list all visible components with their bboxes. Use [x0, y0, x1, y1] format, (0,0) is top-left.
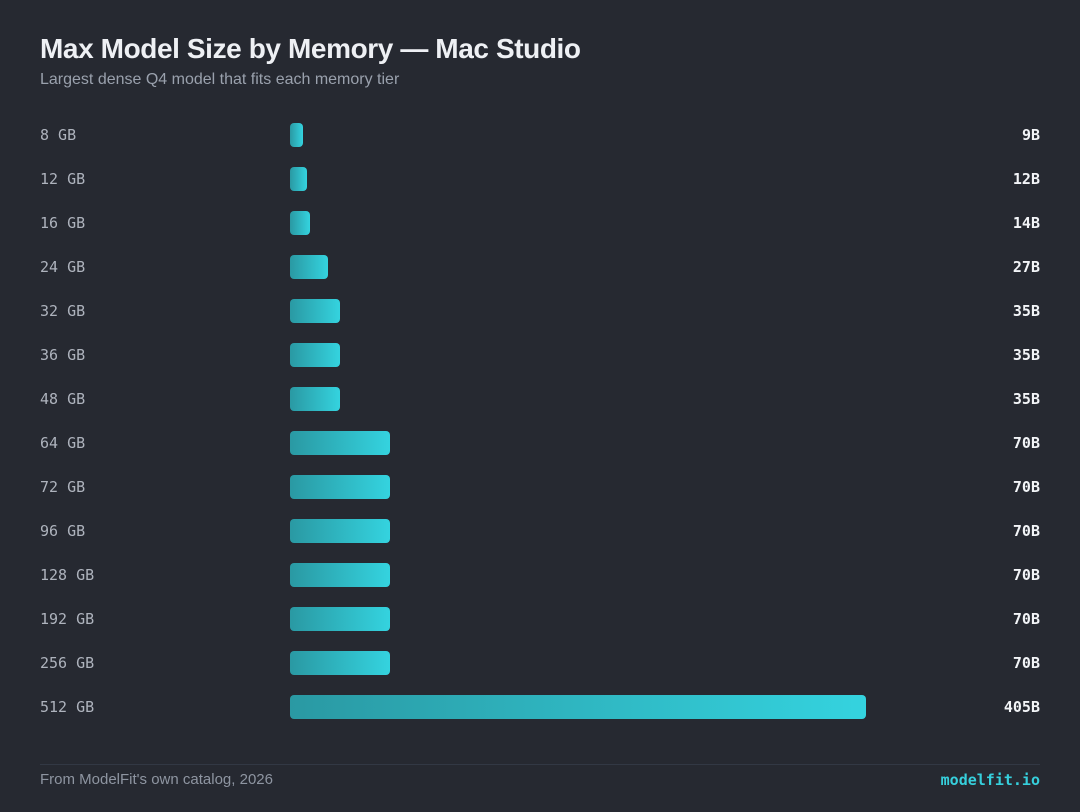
bar-track [290, 695, 866, 719]
bar [290, 211, 310, 235]
bar-track [290, 343, 866, 367]
brand-link[interactable]: modelfit.io [940, 771, 1040, 789]
chart-subtitle: Largest dense Q4 model that fits each me… [40, 71, 400, 88]
bar [290, 387, 340, 411]
bar-row: 16 GB 14B [40, 201, 1040, 245]
memory-tier-label: 24 GB [40, 258, 86, 276]
bar [290, 255, 329, 279]
bar-track [290, 387, 866, 411]
bar-row: 64 GB 70B [40, 421, 1040, 465]
bar-track [290, 431, 866, 455]
bar-row: 512 GB 405B [40, 685, 1040, 729]
value-label: 70B [1012, 478, 1040, 496]
bar-row: 8 GB 9B [40, 113, 1040, 157]
bar [290, 607, 390, 631]
bar-row: 128 GB 70B [40, 553, 1040, 597]
memory-tier-label: 128 GB [40, 566, 95, 584]
value-label: 35B [1012, 302, 1040, 320]
bar-chart: 8 GB 9B 12 GB 12B 16 GB 14B 24 GB 27B 32 GB 35B 36… [40, 113, 1040, 729]
memory-tier-label: 32 GB [40, 302, 86, 320]
bar-row: 72 GB 70B [40, 465, 1040, 509]
bar-track [290, 255, 866, 279]
value-label: 12B [1012, 170, 1040, 188]
value-label: 27B [1012, 258, 1040, 276]
value-label: 70B [1012, 522, 1040, 540]
value-label: 70B [1012, 654, 1040, 672]
bar [290, 343, 340, 367]
bar-row: 36 GB 35B [40, 333, 1040, 377]
bar-row: 192 GB 70B [40, 597, 1040, 641]
memory-tier-label: 512 GB [40, 698, 95, 716]
bar-row: 32 GB 35B [40, 289, 1040, 333]
memory-tier-label: 192 GB [40, 610, 95, 628]
bar [290, 299, 340, 323]
bar-row: 256 GB 70B [40, 641, 1040, 685]
memory-tier-label: 96 GB [40, 522, 86, 540]
bar-track [290, 475, 866, 499]
value-label: 70B [1012, 566, 1040, 584]
value-label: 70B [1012, 434, 1040, 452]
value-label: 70B [1012, 610, 1040, 628]
memory-tier-label: 36 GB [40, 346, 86, 364]
memory-tier-label: 12 GB [40, 170, 86, 188]
bar [290, 651, 390, 675]
bar [290, 167, 308, 191]
memory-tier-label: 48 GB [40, 390, 86, 408]
bar-row: 12 GB 12B [40, 157, 1040, 201]
bar [290, 695, 866, 719]
bar-track [290, 211, 866, 235]
bar-track [290, 519, 866, 543]
memory-tier-label: 16 GB [40, 214, 86, 232]
bar [290, 563, 390, 587]
value-label: 405B [1003, 698, 1040, 716]
bar-track [290, 607, 866, 631]
value-label: 35B [1012, 346, 1040, 364]
bar-track [290, 563, 866, 587]
memory-tier-label: 256 GB [40, 654, 95, 672]
value-label: 9B [1021, 126, 1040, 144]
memory-tier-label: 8 GB [40, 126, 77, 144]
bar [290, 123, 303, 147]
bar [290, 431, 390, 455]
bar-track [290, 167, 866, 191]
memory-tier-label: 72 GB [40, 478, 86, 496]
bar-track [290, 123, 866, 147]
memory-tier-label: 64 GB [40, 434, 86, 452]
chart-title: Max Model Size by Memory — Mac Studio [40, 33, 581, 64]
bar-row: 48 GB 35B [40, 377, 1040, 421]
bar-track [290, 299, 866, 323]
bar-row: 24 GB 27B [40, 245, 1040, 289]
bar [290, 519, 390, 543]
bar [290, 475, 390, 499]
source-note: From ModelFit's own catalog, 2026 [40, 771, 273, 788]
bar-track [290, 651, 866, 675]
footer-divider [40, 764, 1040, 765]
value-label: 35B [1012, 390, 1040, 408]
value-label: 14B [1012, 214, 1040, 232]
bar-row: 96 GB 70B [40, 509, 1040, 553]
